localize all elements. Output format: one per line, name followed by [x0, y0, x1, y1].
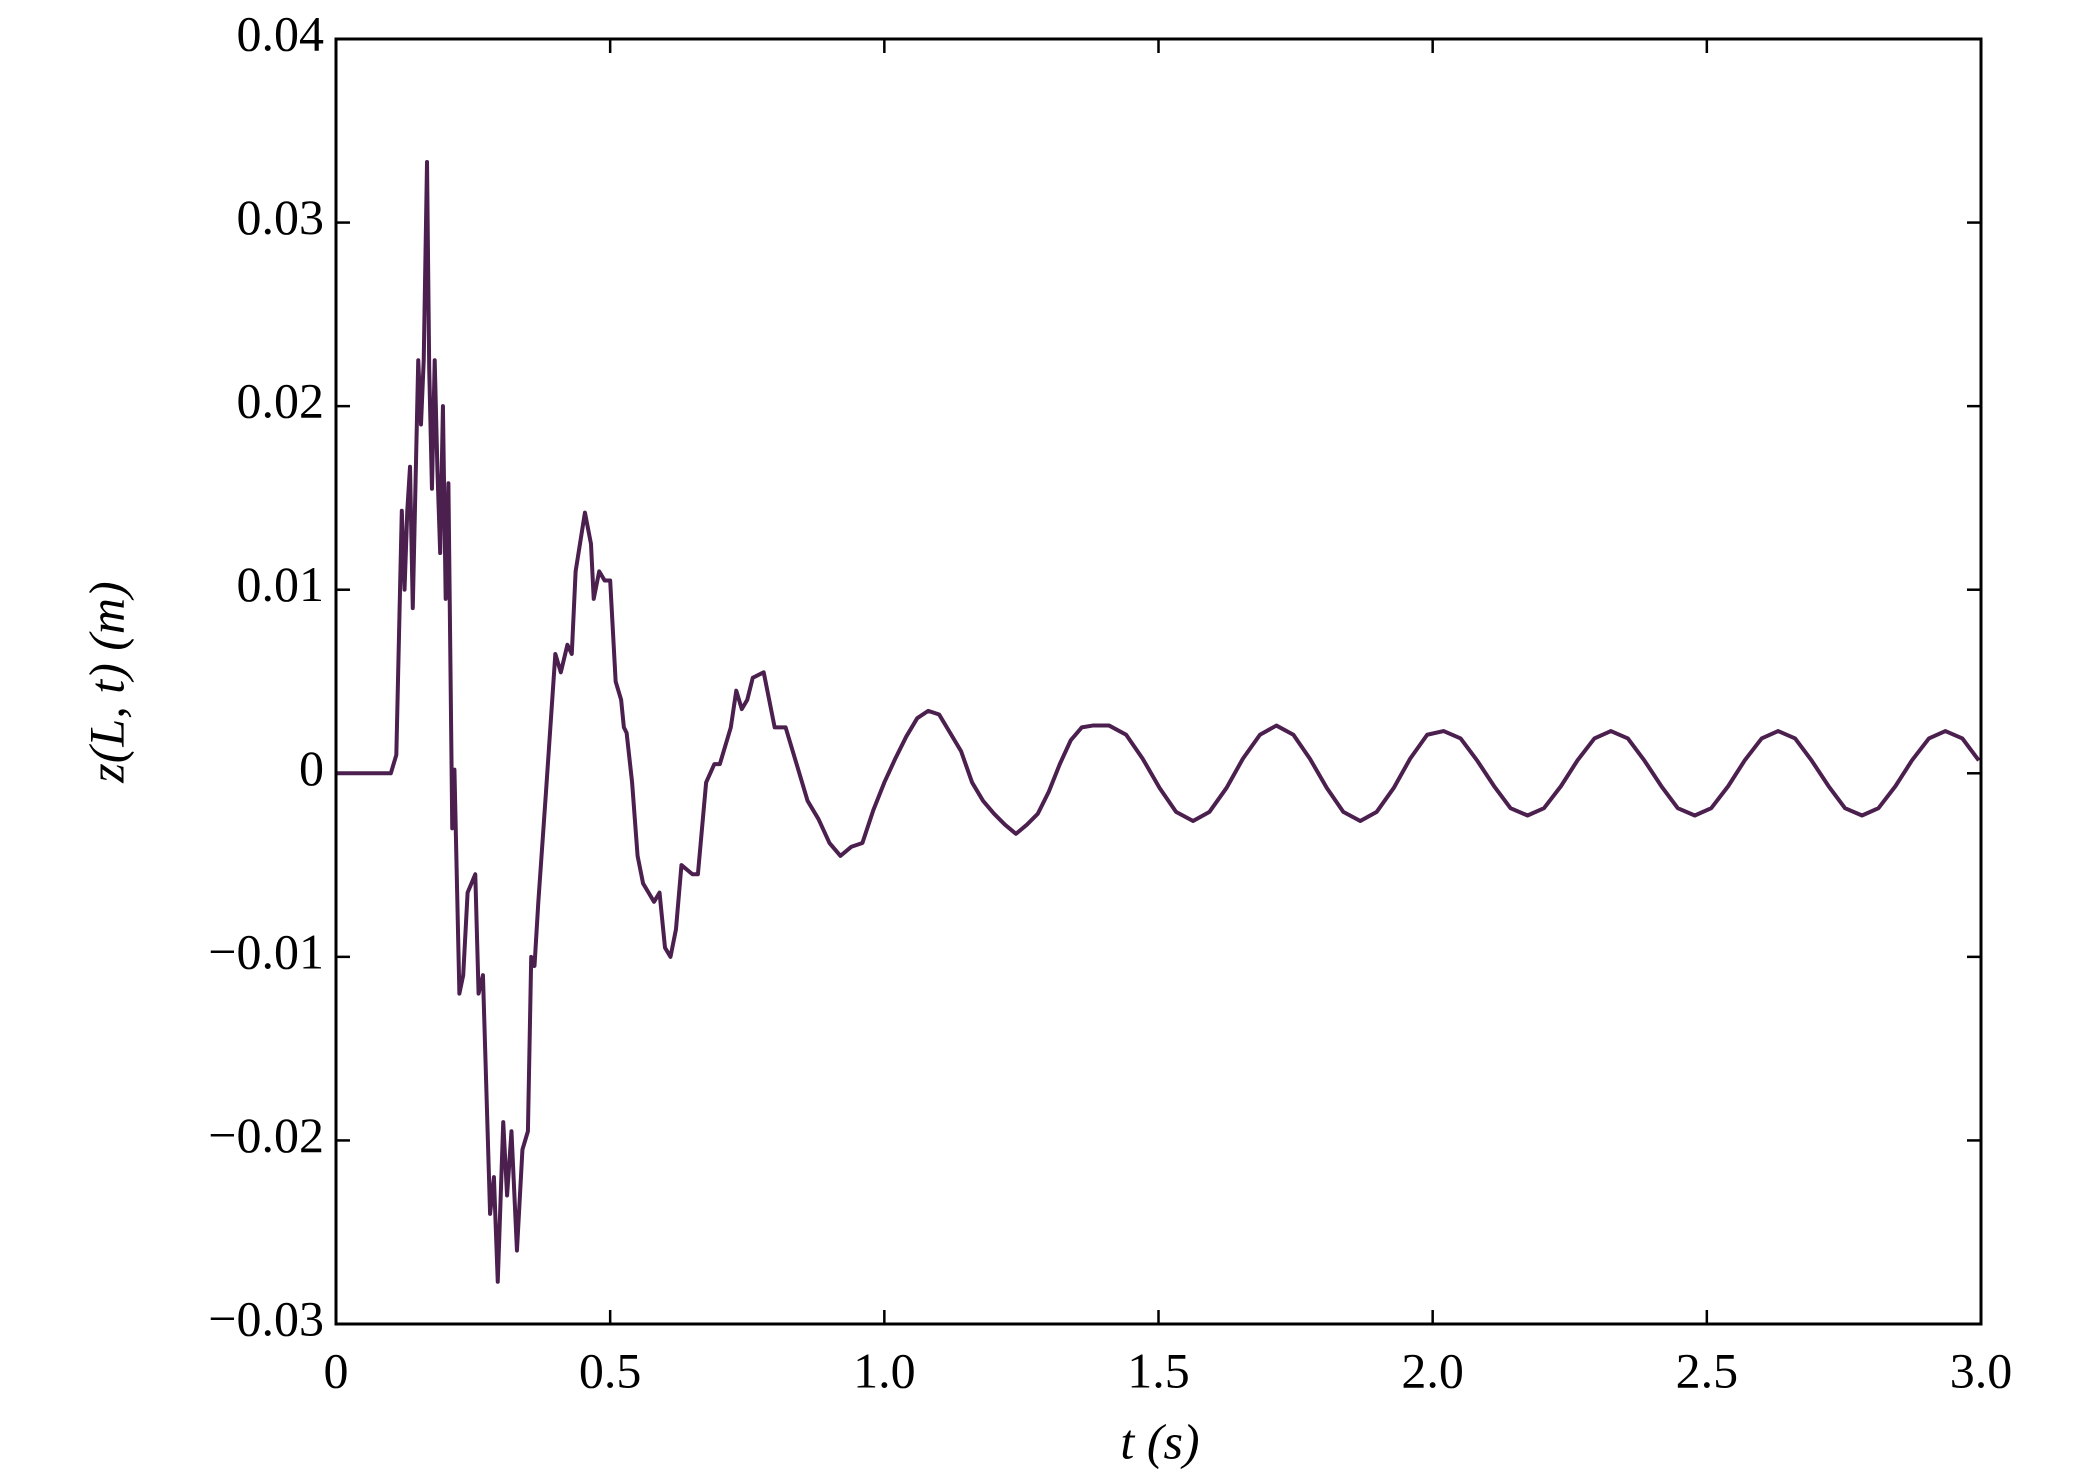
data-line [336, 159, 1981, 1284]
x-tick-label: 1.0 [853, 1342, 916, 1398]
plot-frame [334, 37, 1983, 1326]
y-tick-label: −0.03 [208, 1290, 324, 1346]
y-tick-label: 0 [299, 740, 324, 796]
y-axis-label: z(L, t) (m) [78, 581, 134, 783]
x-tick-label: 3.0 [1950, 1342, 2013, 1398]
y-tick-label: 0.02 [237, 373, 325, 429]
x-tick-label: 1.5 [1127, 1342, 1190, 1398]
x-tick-label: 0 [324, 1342, 349, 1398]
y-tick-label: −0.02 [208, 1107, 324, 1163]
y-tick-label: 0.01 [237, 556, 325, 612]
y-tick-label: −0.01 [208, 923, 324, 979]
y-tick-label: 0.03 [237, 189, 325, 245]
x-axis-label: t (s) [1120, 1413, 1199, 1469]
y-tick-label: 0.04 [237, 5, 325, 61]
x-tick-label: 0.5 [579, 1342, 642, 1398]
x-tick-label: 2.0 [1401, 1342, 1464, 1398]
x-tick-label: 2.5 [1676, 1342, 1739, 1398]
